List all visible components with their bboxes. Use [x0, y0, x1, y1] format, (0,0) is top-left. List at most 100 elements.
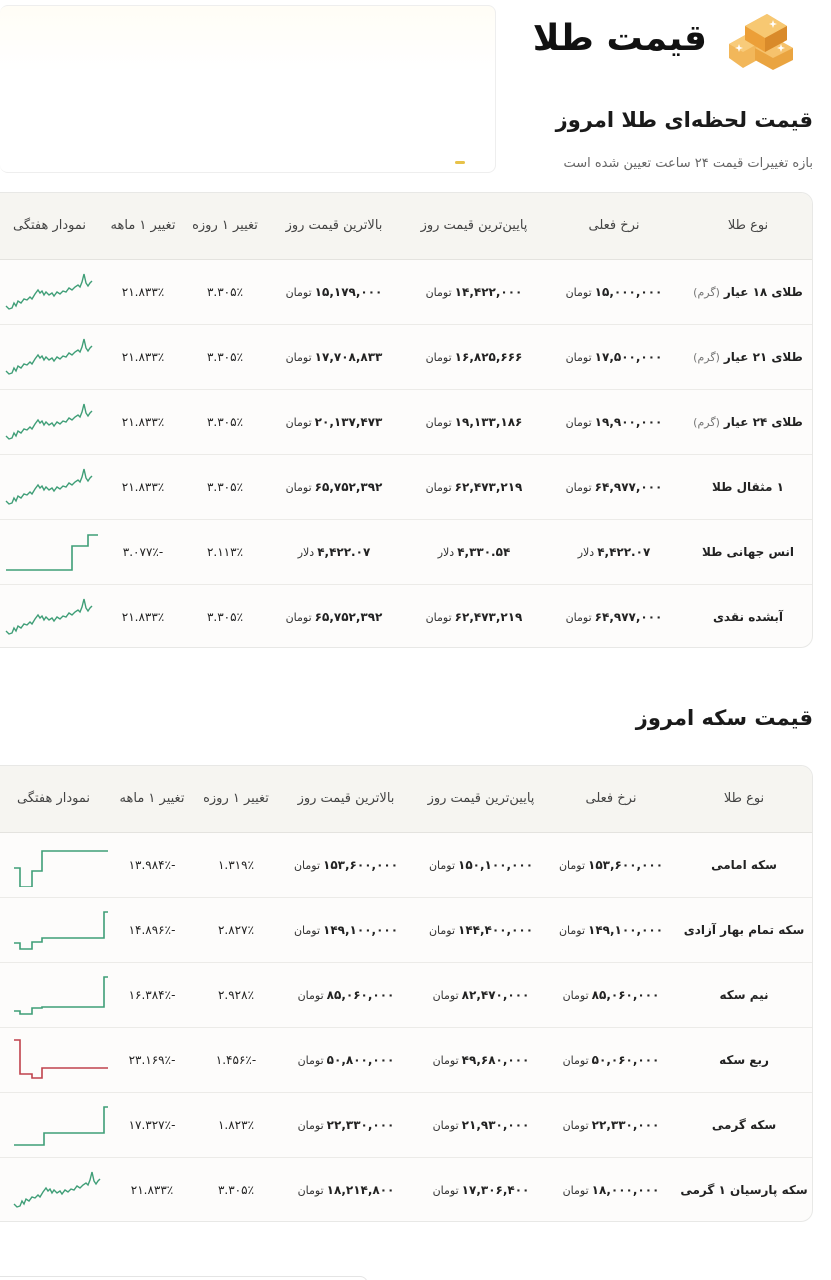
high-price: ۵۰,۸۰۰,۰۰۰	[326, 1052, 395, 1067]
high-price-cell: ۶۵,۷۵۲,۳۹۲تومان	[264, 454, 404, 520]
day-change: ۳.۳۰۵٪	[217, 1182, 255, 1197]
col-header-low[interactable]: پایین‌ترین قیمت روز	[416, 766, 546, 833]
col-header-weekly-chart: نمودار هفتگی	[0, 766, 108, 833]
table-row[interactable]: نیم سکه ۸۵,۰۶۰,۰۰۰تومان ۸۲,۴۷۰,۰۰۰تومان …	[0, 962, 812, 1028]
current-price-cell: ۶۴,۹۷۷,۰۰۰تومان	[544, 584, 684, 647]
currency-label: دلار	[577, 545, 595, 559]
table-row[interactable]: سکه امامی ۱۵۳,۶۰۰,۰۰۰تومان ۱۵۰,۱۰۰,۰۰۰تو…	[0, 832, 812, 898]
accent-mark	[455, 161, 465, 164]
coin-type-cell[interactable]: نیم سکه	[676, 962, 812, 1028]
current-price: ۱۹,۹۰۰,۰۰۰	[594, 414, 663, 429]
coin-type-cell[interactable]: سکه امامی	[676, 832, 812, 898]
high-price: ۸۵,۰۶۰,۰۰۰	[326, 987, 395, 1002]
col-header-high[interactable]: بالاترین قیمت روز	[264, 193, 404, 260]
table-row[interactable]: آبشده نقدی ۶۴,۹۷۷,۰۰۰تومان ۶۲,۴۷۳,۲۱۹توم…	[0, 584, 812, 647]
gold-type-name: طلای ۲۴ عیار	[723, 414, 803, 429]
table-row[interactable]: سکه گرمی ۲۲,۳۳۰,۰۰۰تومان ۲۱,۹۳۰,۰۰۰تومان…	[0, 1092, 812, 1158]
month-change: -۳.۰۷۷٪	[100, 519, 186, 585]
weekly-chart-cell	[0, 519, 100, 585]
table-row[interactable]: ۱ مثقال طلا ۶۴,۹۷۷,۰۰۰تومان ۶۲,۴۷۳,۲۱۹تو…	[0, 454, 812, 520]
high-price-cell: ۱۵۳,۶۰۰,۰۰۰تومان	[276, 832, 416, 898]
col-header-weekly-chart: نمودار هفتگی	[0, 193, 100, 260]
currency-label: تومان	[425, 350, 452, 364]
coin-type-cell[interactable]: سکه گرمی	[676, 1092, 812, 1158]
coin-type-cell[interactable]: ربع سکه	[676, 1027, 812, 1093]
day-change: ۳.۳۰۵٪	[186, 259, 264, 325]
current-price: ۱۷,۵۰۰,۰۰۰	[594, 349, 663, 364]
low-price-cell: ۴,۳۳۰.۵۴دلار	[404, 519, 544, 585]
current-price: ۱۴۹,۱۰۰,۰۰۰	[588, 922, 664, 937]
col-header-month-change[interactable]: تغییر ۱ ماهه	[100, 193, 186, 260]
day-change: ۳.۳۰۵٪	[186, 324, 264, 390]
col-header-type[interactable]: نوع طلا	[684, 193, 812, 260]
currency-label: تومان	[285, 610, 312, 624]
gold-section-title: قیمت لحظه‌ای طلا امروز	[555, 108, 813, 132]
col-header-current[interactable]: نرخ فعلی	[546, 766, 676, 833]
high-price: ۶۵,۷۵۲,۳۹۲	[314, 609, 383, 624]
table-row[interactable]: طلای ۲۴ عیار(گرم) ۱۹,۹۰۰,۰۰۰تومان ۱۹,۱۳۳…	[0, 389, 812, 455]
high-price-cell: ۸۵,۰۶۰,۰۰۰تومان	[276, 962, 416, 1028]
high-price: ۲۲,۳۳۰,۰۰۰	[326, 1117, 395, 1132]
sparkline-chart	[5, 598, 93, 635]
month-change: -۱۷.۳۲۷٪	[108, 1092, 196, 1158]
col-header-month-change[interactable]: تغییر ۱ ماهه	[108, 766, 196, 833]
gold-type-cell[interactable]: طلای ۱۸ عیار(گرم)	[684, 259, 812, 325]
current-price-cell: ۸۵,۰۶۰,۰۰۰تومان	[546, 962, 676, 1028]
weekly-chart-cell	[0, 389, 100, 455]
low-price: ۱۶,۸۲۵,۶۶۶	[454, 349, 523, 364]
currency-label: تومان	[565, 480, 592, 494]
unit-label: (گرم)	[693, 350, 720, 364]
currency-label: تومان	[558, 923, 586, 937]
currency-label: تومان	[432, 1118, 459, 1132]
col-header-low[interactable]: پایین‌ترین قیمت روز	[404, 193, 544, 260]
low-price-cell: ۱۵۰,۱۰۰,۰۰۰تومان	[416, 832, 546, 898]
current-price-cell: ۱۵,۰۰۰,۰۰۰تومان	[544, 259, 684, 325]
col-header-day-change[interactable]: تغییر ۱ روزه	[196, 766, 276, 833]
gold-type-name: ۱ مثقال طلا	[712, 479, 784, 494]
currency-label: تومان	[293, 923, 321, 937]
current-price: ۶۴,۹۷۷,۰۰۰	[594, 609, 663, 624]
high-price: ۱۸,۲۱۴,۸۰۰	[326, 1182, 395, 1197]
table-row[interactable]: انس جهانی طلا ۴,۴۲۲.۰۷دلار ۴,۳۳۰.۵۴دلار …	[0, 519, 812, 585]
coin-type-cell[interactable]: سکه تمام بهار آزادی	[676, 897, 812, 963]
month-change: ۲۱.۸۳۳٪	[121, 609, 165, 624]
weekly-chart-cell	[0, 259, 100, 325]
sparkline-chart	[5, 273, 93, 310]
col-header-high[interactable]: بالاترین قیمت روز	[276, 766, 416, 833]
current-price-cell: ۴,۴۲۲.۰۷دلار	[544, 519, 684, 585]
low-price: ۶۲,۴۷۳,۲۱۹	[454, 479, 523, 494]
coin-type-cell[interactable]: سکه پارسیان ۱ گرمی	[676, 1157, 812, 1221]
table-row[interactable]: طلای ۱۸ عیار(گرم) ۱۵,۰۰۰,۰۰۰تومان ۱۴,۴۲۲…	[0, 259, 812, 325]
unit-label: (گرم)	[693, 415, 720, 429]
high-price-cell: ۶۵,۷۵۲,۳۹۲تومان	[264, 584, 404, 647]
gold-type-cell[interactable]: طلای ۲۱ عیار(گرم)	[684, 324, 812, 390]
day-change: ۳.۳۰۵٪	[186, 454, 264, 520]
sparkline-chart	[6, 533, 98, 571]
col-header-type[interactable]: نوع طلا	[676, 766, 812, 833]
gold-type-cell[interactable]: طلای ۲۴ عیار(گرم)	[684, 389, 812, 455]
low-price-cell: ۱۶,۸۲۵,۶۶۶تومان	[404, 324, 544, 390]
table-row[interactable]: سکه تمام بهار آزادی ۱۴۹,۱۰۰,۰۰۰تومان ۱۴۴…	[0, 897, 812, 963]
low-price: ۱۴,۴۲۲,۰۰۰	[454, 284, 523, 299]
background-card	[0, 5, 496, 173]
weekly-chart-cell	[0, 1157, 108, 1221]
table-row[interactable]: سکه پارسیان ۱ گرمی ۱۸,۰۰۰,۰۰۰تومان ۱۷,۳۰…	[0, 1157, 812, 1221]
sparkline-chart	[14, 1105, 108, 1146]
day-change: ۲.۹۲۸٪	[196, 962, 276, 1028]
col-header-current[interactable]: نرخ فعلی	[544, 193, 684, 260]
weekly-chart-cell	[0, 1027, 108, 1093]
gold-type-name: آبشده نقدی	[712, 609, 784, 624]
table-row[interactable]: طلای ۲۱ عیار(گرم) ۱۷,۵۰۰,۰۰۰ تومان ۱۶,۸۲۵…	[0, 324, 812, 390]
coin-type-name: نیم سکه	[719, 987, 769, 1002]
weekly-chart-cell	[0, 584, 100, 647]
current-price-cell: ۲۲,۳۳۰,۰۰۰تومان	[546, 1092, 676, 1158]
high-price-cell: ۲۲,۳۳۰,۰۰۰تومان	[276, 1092, 416, 1158]
col-header-day-change[interactable]: تغییر ۱ روزه	[186, 193, 264, 260]
table-row[interactable]: ربع سکه ۵۰,۰۶۰,۰۰۰تومان ۴۹,۶۸۰,۰۰۰تومان …	[0, 1027, 812, 1093]
gold-type-cell[interactable]: انس جهانی طلا	[684, 519, 812, 585]
gold-type-cell[interactable]: ۱ مثقال طلا	[684, 454, 812, 520]
high-price: ۱۵۳,۶۰۰,۰۰۰	[323, 857, 399, 872]
current-price-cell: ۱۸,۰۰۰,۰۰۰تومان	[546, 1157, 676, 1221]
currency-label: تومان	[565, 610, 592, 624]
gold-type-cell[interactable]: آبشده نقدی	[684, 584, 812, 647]
